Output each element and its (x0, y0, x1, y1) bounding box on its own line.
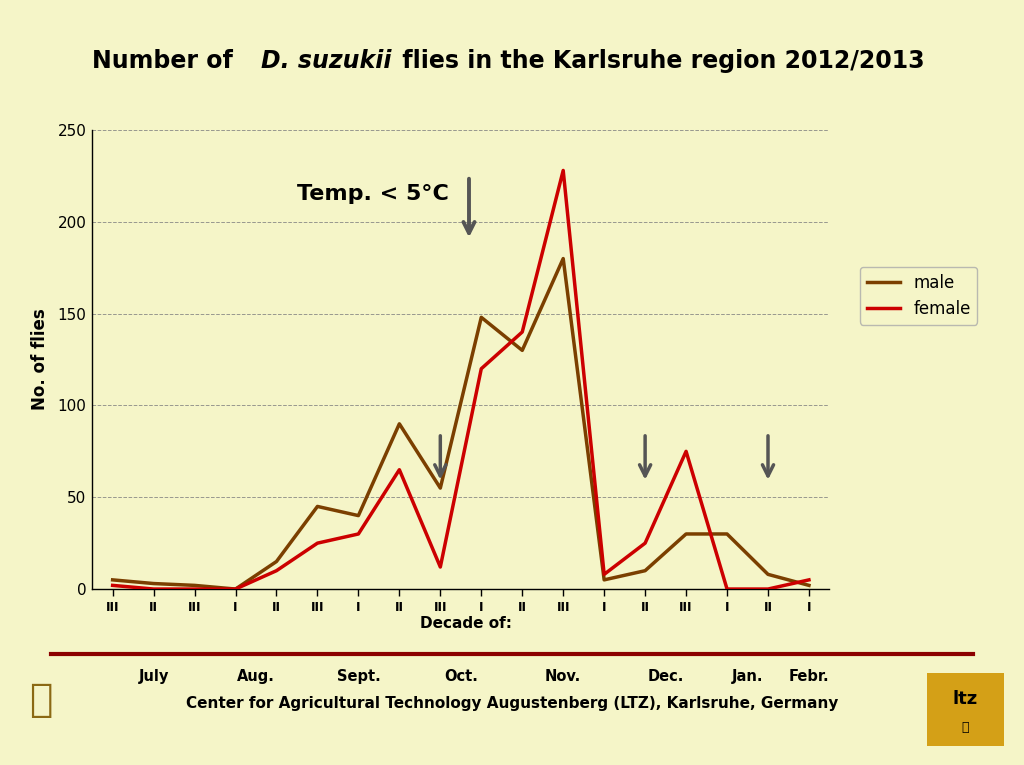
Text: Jan.: Jan. (732, 669, 763, 685)
Y-axis label: No. of flies: No. of flies (32, 308, 49, 411)
Text: Temp. < 5°C: Temp. < 5°C (297, 184, 449, 204)
Text: D. suzukii: D. suzukii (261, 49, 391, 73)
Text: Sept.: Sept. (337, 669, 380, 685)
Legend: male, female: male, female (860, 267, 977, 324)
Text: Number of: Number of (92, 49, 242, 73)
Text: Febr.: Febr. (788, 669, 829, 685)
Text: Decade of:: Decade of: (420, 616, 512, 631)
Text: Oct.: Oct. (443, 669, 478, 685)
Text: Aug.: Aug. (238, 669, 274, 685)
Text: ltz: ltz (952, 689, 978, 708)
Text: 🛡: 🛡 (30, 681, 52, 719)
Text: July: July (138, 669, 169, 685)
Text: flies in the Karlsruhe region 2012/2013: flies in the Karlsruhe region 2012/2013 (394, 49, 925, 73)
Text: Nov.: Nov. (545, 669, 582, 685)
Text: 🌾: 🌾 (962, 721, 969, 734)
Text: Dec.: Dec. (647, 669, 684, 685)
Text: Center for Agricultural Technology Augustenberg (LTZ), Karlsruhe, Germany: Center for Agricultural Technology Augus… (185, 696, 839, 711)
